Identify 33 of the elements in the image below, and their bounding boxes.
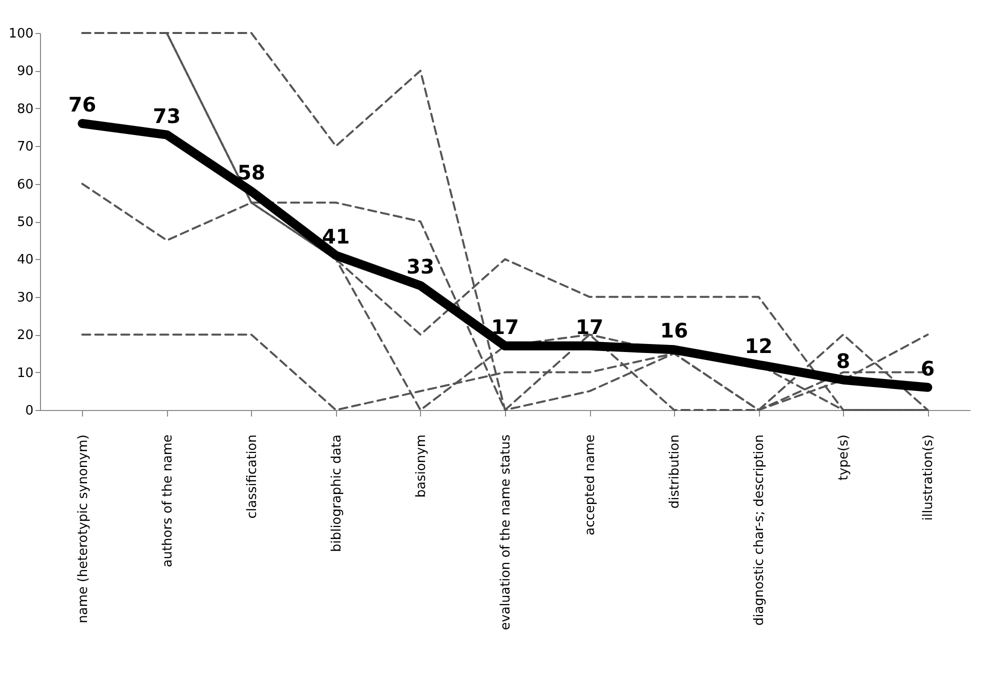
y-tick-label: 60 xyxy=(16,177,34,192)
y-tick-label: 10 xyxy=(16,366,34,381)
x-tick-label: accepted name xyxy=(583,434,598,536)
x-tick-label: distribution xyxy=(668,434,683,509)
y-tick-label: 100 xyxy=(8,26,34,42)
y-tick-label: 40 xyxy=(16,252,34,268)
data-label: 58 xyxy=(237,160,266,184)
data-label: 16 xyxy=(660,318,688,343)
x-tick-label: evaluation of the name status xyxy=(498,434,514,630)
data-label: 76 xyxy=(68,92,96,116)
x-tick-label: diagnostic char-s; description xyxy=(752,434,768,626)
data-label: 8 xyxy=(836,348,850,373)
data-label: 41 xyxy=(322,224,350,248)
y-tick-label: 70 xyxy=(16,140,34,155)
x-tick-label: illustration(s) xyxy=(921,434,936,521)
data-label: 17 xyxy=(576,314,604,339)
x-tick-label: authors of the name xyxy=(160,434,176,568)
data-label: 12 xyxy=(744,334,773,358)
y-tick-label: 20 xyxy=(16,328,34,344)
y-tick-label: 90 xyxy=(16,64,34,80)
x-tick-label: type(s) xyxy=(836,434,852,480)
data-label: 6 xyxy=(920,356,935,380)
y-tick-label: 50 xyxy=(16,215,34,230)
data-label: 73 xyxy=(152,104,181,128)
y-tick-label: 0 xyxy=(25,404,34,418)
data-label: 17 xyxy=(491,314,519,339)
x-tick-label: basionym xyxy=(414,434,429,498)
x-tick-label: bibliographic data xyxy=(329,434,344,552)
x-tick-label: classification xyxy=(244,434,260,519)
y-tick-label: 30 xyxy=(16,290,34,306)
y-tick-label: 80 xyxy=(16,102,34,117)
data-label: 33 xyxy=(406,254,434,279)
x-tick-label: name (heterotypic synonym) xyxy=(76,434,91,624)
